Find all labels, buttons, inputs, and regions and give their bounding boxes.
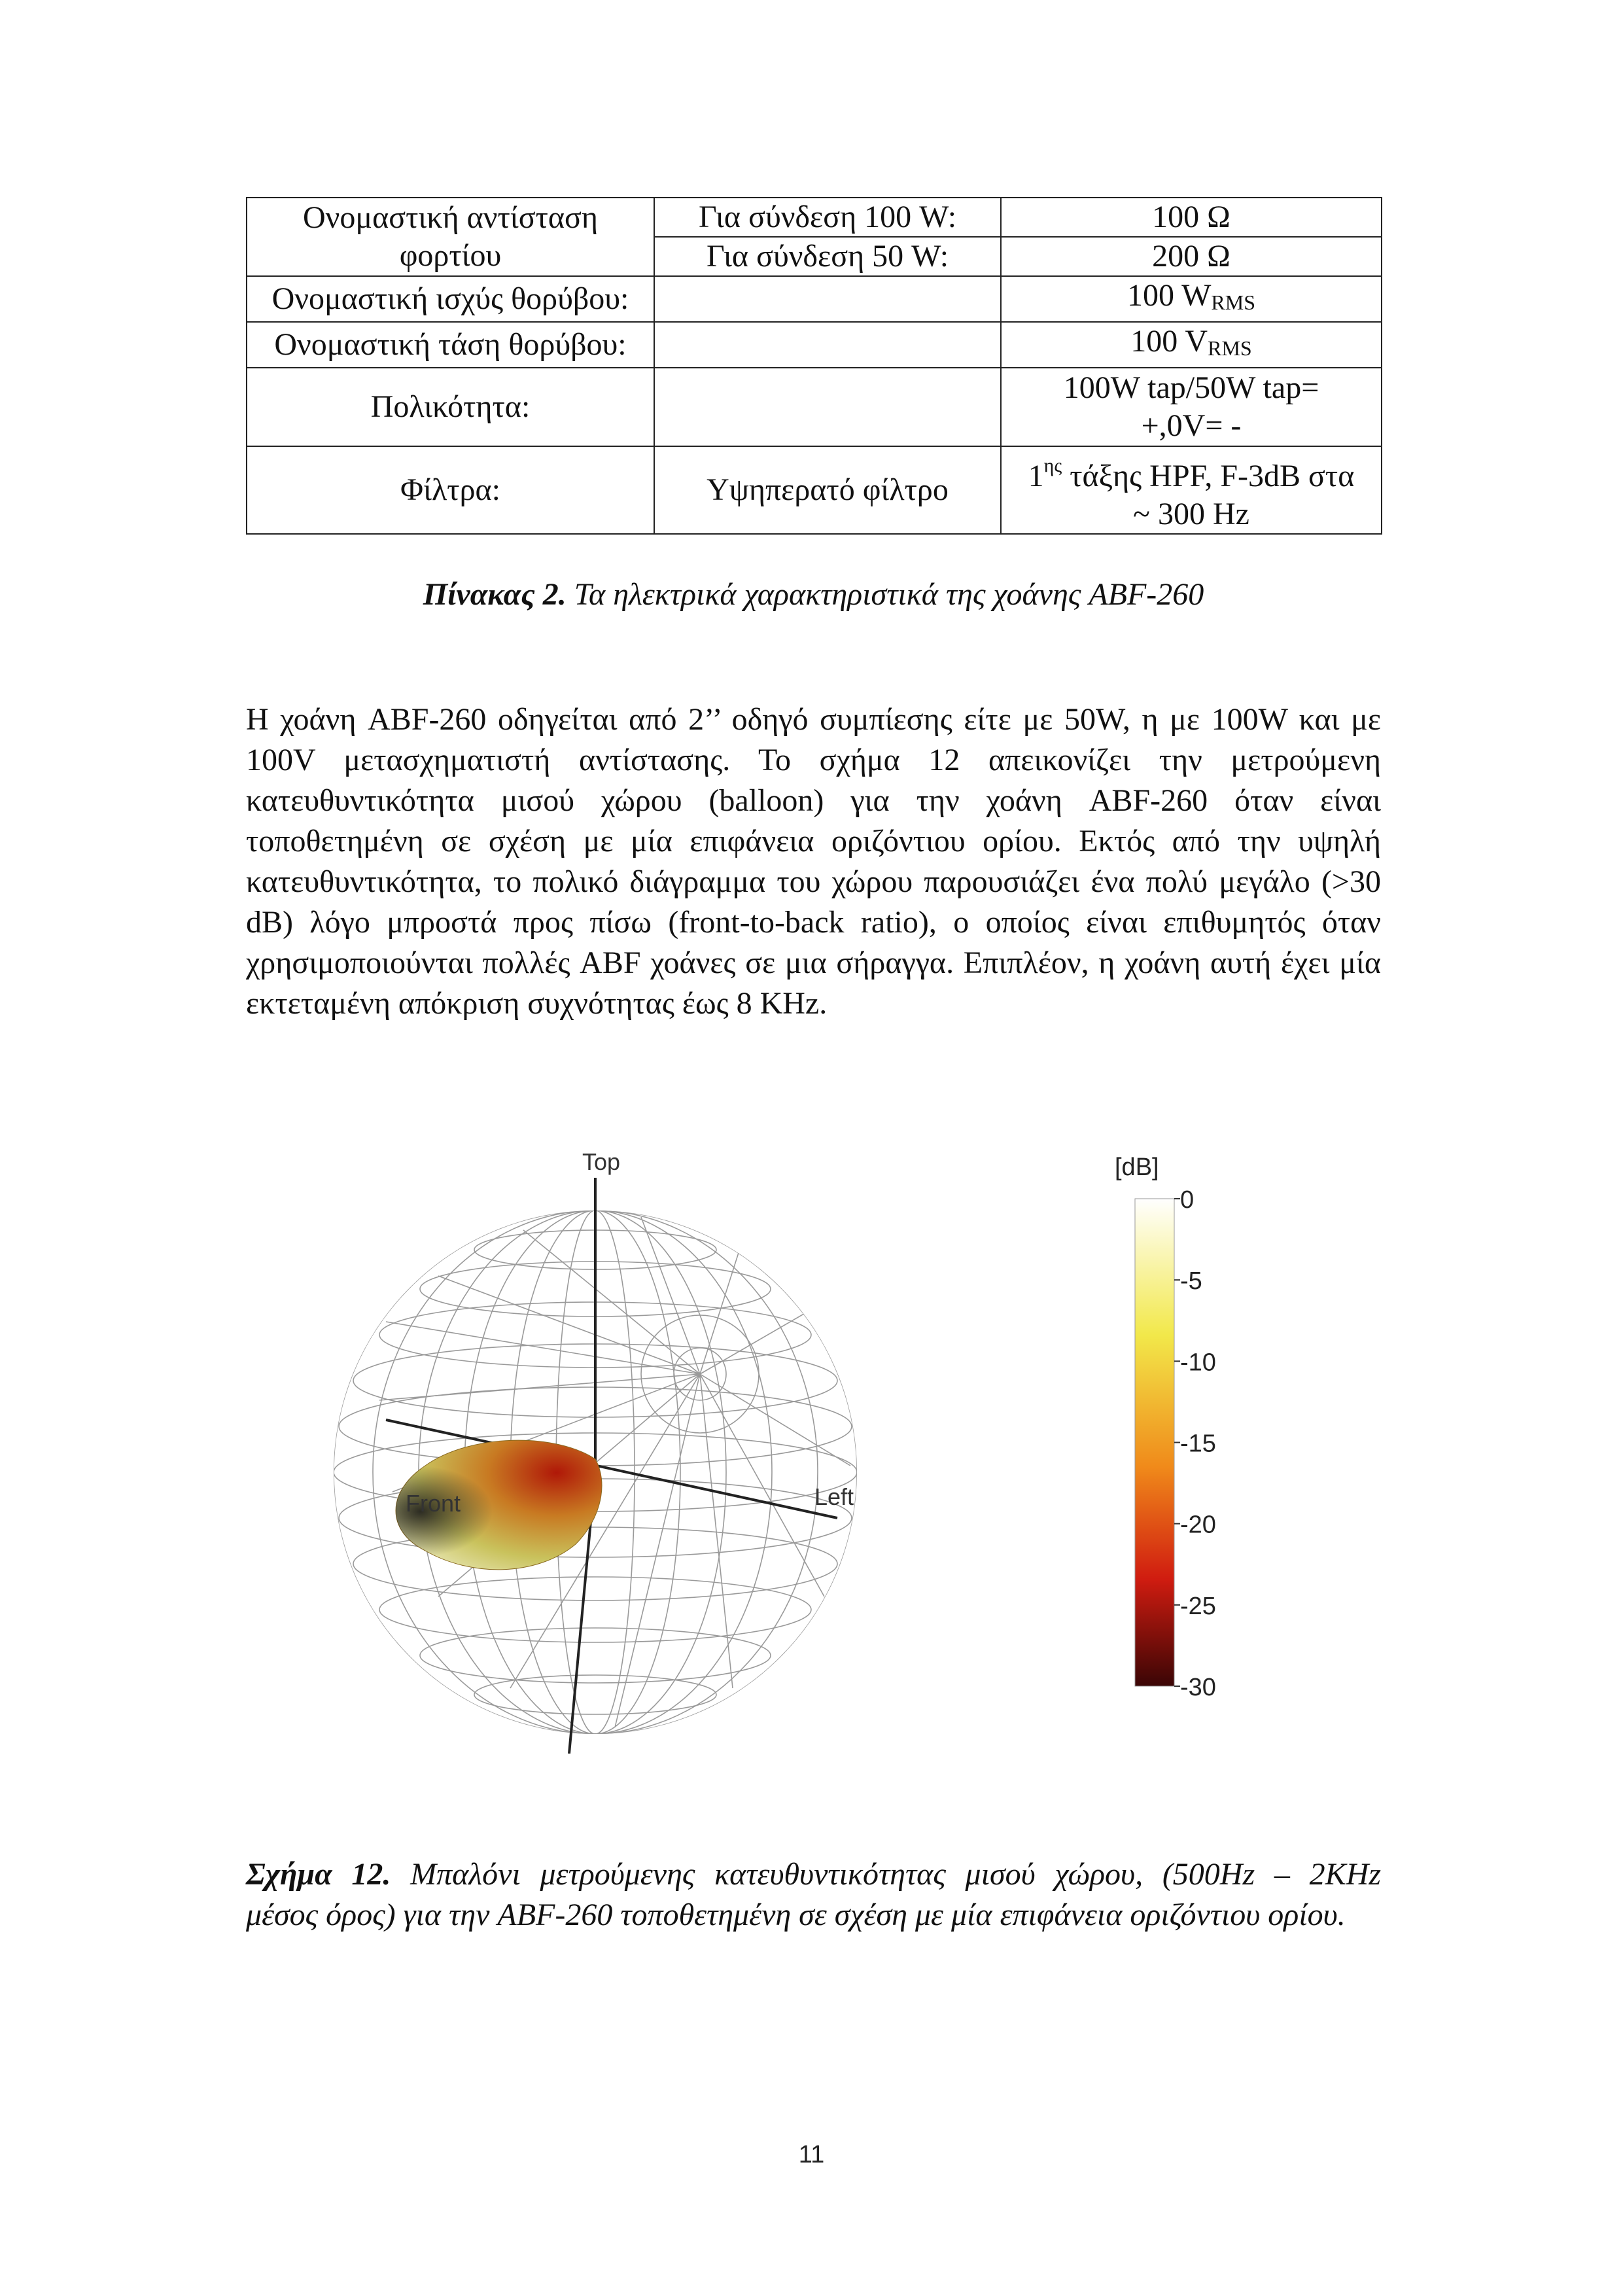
colorbar-tick-label: -30: [1180, 1674, 1216, 1701]
axis-label-top: Top: [582, 1148, 620, 1175]
table-row: Για σύνδεση 50 W: 200 Ω: [247, 236, 1382, 277]
table-caption: Πίνακας 2. Τα ηλεκτρικά χαρακτηριστικά τ…: [246, 574, 1381, 615]
noise-power-label: Ονομαστική ισχύς θορύβου:: [246, 275, 655, 323]
colorbar-tick-label: -15: [1180, 1430, 1216, 1458]
colorbar-ticks: 0 -5 -10 -15 -20 -25 -30: [1174, 1186, 1216, 1701]
table-caption-label: Πίνακας 2.: [423, 577, 567, 612]
colorbar-gradient: [1134, 1198, 1175, 1687]
table-row: Ονομαστική ισχύς θορύβου: 100 WRMS: [246, 275, 1382, 323]
body-paragraph: Η χοάνη ABF-260 οδηγείται από 2’’ οδηγό …: [246, 702, 1381, 1021]
filters-description: τάξης HPF, F-3dB στα: [1062, 459, 1355, 493]
figure-caption-label: Σχήμα 12.: [246, 1857, 391, 1892]
lobe-shadow: [396, 1440, 602, 1570]
connection-100w-label: Για σύνδεση 100 W:: [654, 197, 1002, 238]
noise-voltage-number: 100 V: [1130, 324, 1208, 359]
table-row: Φίλτρα: Υψηπερατό φίλτρο 1ης τάξης HPF, …: [246, 446, 1382, 535]
electrical-specs-table: Ονομαστική αντίσταση φορτίου Για σύνδεση…: [246, 197, 1382, 535]
axis-label-front: Front: [406, 1490, 461, 1517]
filters-frequency: ~ 300 Hz: [1133, 497, 1249, 531]
balloon-polar-plot: Top Front Left: [334, 1148, 857, 1754]
filters-type: Υψηπερατό φίλτρο: [654, 446, 1002, 535]
polarity-label: Πολικότητα:: [246, 367, 655, 447]
load-impedance-label: Ονομαστική αντίσταση φορτίου: [246, 197, 655, 277]
empty-cell: [654, 321, 1002, 368]
colorbar-tick-label: 0: [1180, 1186, 1194, 1214]
colorbar-tick-label: -5: [1180, 1267, 1202, 1295]
page-number: 11: [798, 2141, 825, 2168]
table-caption-text: Τα ηλεκτρικά χαρακτηριστικά της χοάνης A…: [566, 577, 1204, 612]
filters-value: 1ης τάξης HPF, F-3dB στα ~ 300 Hz: [1000, 446, 1382, 535]
db-colorbar: [dB] 0 -5 -10 -15 -20 -25 -30: [1115, 1154, 1216, 1701]
figure-caption-line-1: Μπαλόνι μετρούμενης κατευθυντικότητας μι…: [391, 1857, 1381, 1892]
table-row: Ονομαστική αντίσταση φορτίου Για σύνδεση…: [246, 197, 1382, 277]
polarity-value: 100W tap/50W tap= +,0V= -: [1000, 367, 1382, 447]
table-row: Ονομαστική τάση θορύβου: 100 VRMS: [246, 321, 1382, 368]
colorbar-tick-label: -10: [1180, 1349, 1216, 1376]
filters-label: Φίλτρα:: [246, 446, 655, 535]
polarity-line-2: +,0V= -: [1141, 408, 1242, 443]
connection-100w-value: 100 Ω: [1000, 197, 1382, 238]
empty-cell: [654, 367, 1002, 447]
noise-power-number: 100 W: [1126, 278, 1212, 313]
figure-caption-line-2: μέσος όρος) για την ABF-260 τοποθετημένη…: [246, 1898, 1346, 1932]
noise-power-subscript: RMS: [1211, 291, 1256, 314]
noise-power-value: 100 WRMS: [1000, 275, 1382, 323]
connection-50w-label: Για σύνδεση 50 W:: [654, 236, 1002, 277]
filters-order-suffix: ης: [1043, 455, 1062, 476]
polarity-line-1: 100W tap/50W tap=: [1063, 370, 1319, 405]
colorbar-tick-label: -25: [1180, 1593, 1216, 1620]
noise-voltage-value: 100 VRMS: [1000, 321, 1382, 368]
connection-50w-value: 200 Ω: [1000, 236, 1382, 277]
noise-voltage-subscript: RMS: [1208, 336, 1252, 360]
noise-voltage-label: Ονομαστική τάση θορύβου:: [246, 321, 655, 368]
empty-cell: [654, 275, 1002, 323]
colorbar-unit: [dB]: [1115, 1154, 1159, 1181]
colorbar-tick-label: -20: [1180, 1511, 1216, 1539]
figure-caption: Σχήμα 12. Μπαλόνι μετρούμενης κατευθυντι…: [246, 1854, 1381, 1935]
filters-order-number: 1: [1028, 459, 1044, 493]
axis-label-left: Left: [814, 1483, 854, 1510]
table-row: Πολικότητα: 100W tap/50W tap= +,0V= -: [246, 367, 1382, 447]
